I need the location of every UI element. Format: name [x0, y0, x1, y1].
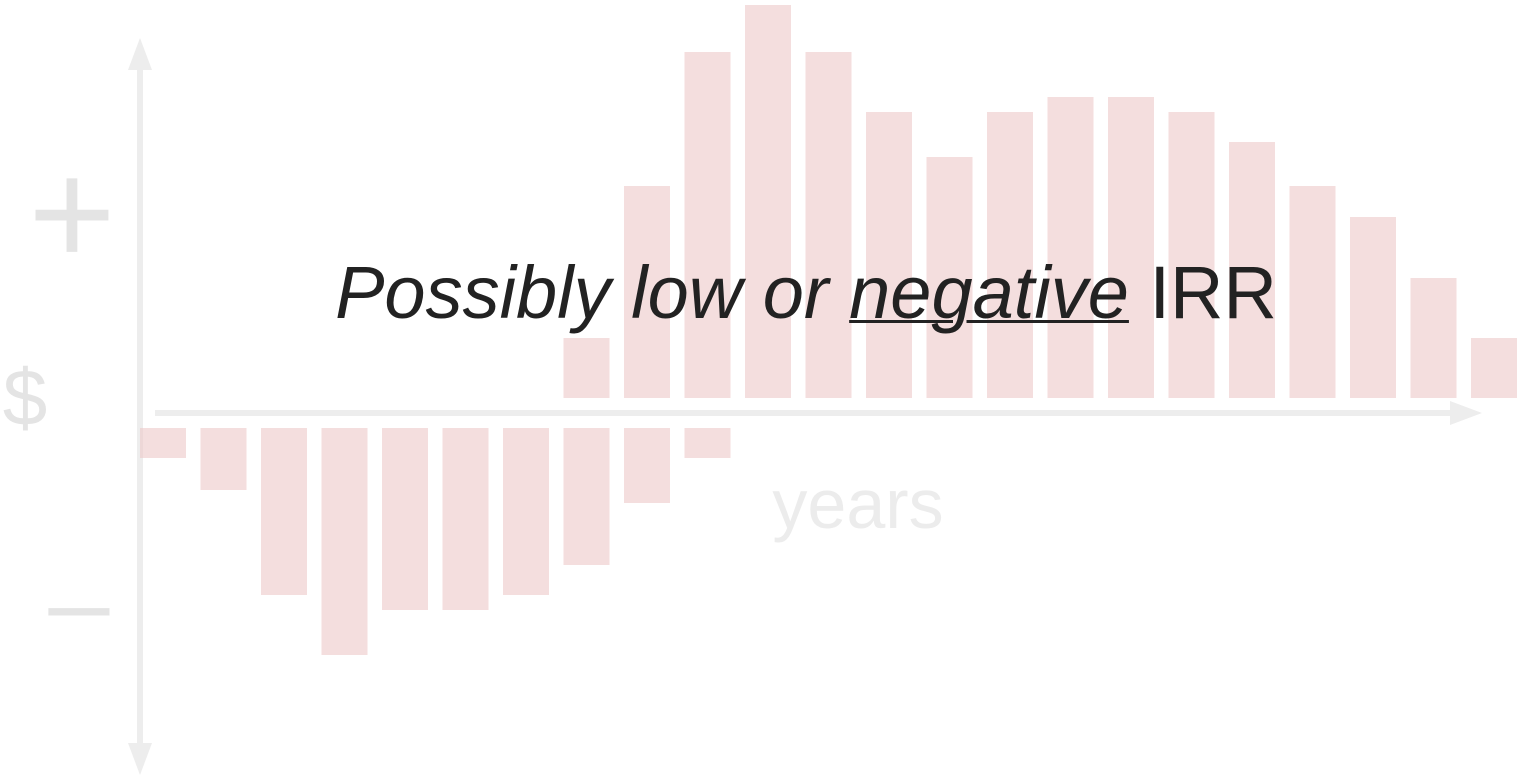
bar [926, 157, 973, 398]
bar [805, 52, 852, 398]
bar [261, 428, 307, 595]
plus-label: + [28, 129, 116, 297]
bar [1108, 97, 1154, 398]
bar [140, 428, 186, 458]
bar [563, 338, 610, 398]
bar [866, 112, 912, 398]
bar [684, 428, 731, 458]
bar [442, 428, 489, 610]
x-axis-arrow [1450, 401, 1482, 425]
x-axis-label: years [772, 465, 943, 543]
bar [684, 52, 731, 398]
bar [1289, 186, 1336, 398]
bar [503, 428, 549, 595]
bar [1047, 97, 1094, 398]
chart-title: Possibly low or negative IRR [0, 250, 1517, 335]
bar [624, 186, 670, 398]
bar [1410, 278, 1457, 398]
title-part: negative [849, 251, 1129, 334]
y-axis-arrow [128, 743, 152, 775]
title-part: Possibly low or [335, 251, 829, 334]
bar [1168, 112, 1215, 398]
bars [140, 5, 1517, 655]
bar [321, 428, 368, 655]
minus-label: – [48, 541, 110, 664]
bar [1229, 142, 1275, 398]
y-axis-arrow [128, 38, 152, 70]
bar [200, 428, 247, 490]
bar [1350, 217, 1396, 398]
y-axis-label: $ [3, 353, 48, 442]
bar [1471, 338, 1517, 398]
bar [382, 428, 428, 610]
bar [563, 428, 610, 565]
bar [624, 428, 670, 503]
bar [745, 5, 791, 398]
title-part: IRR [1149, 251, 1277, 334]
bar [987, 112, 1033, 398]
